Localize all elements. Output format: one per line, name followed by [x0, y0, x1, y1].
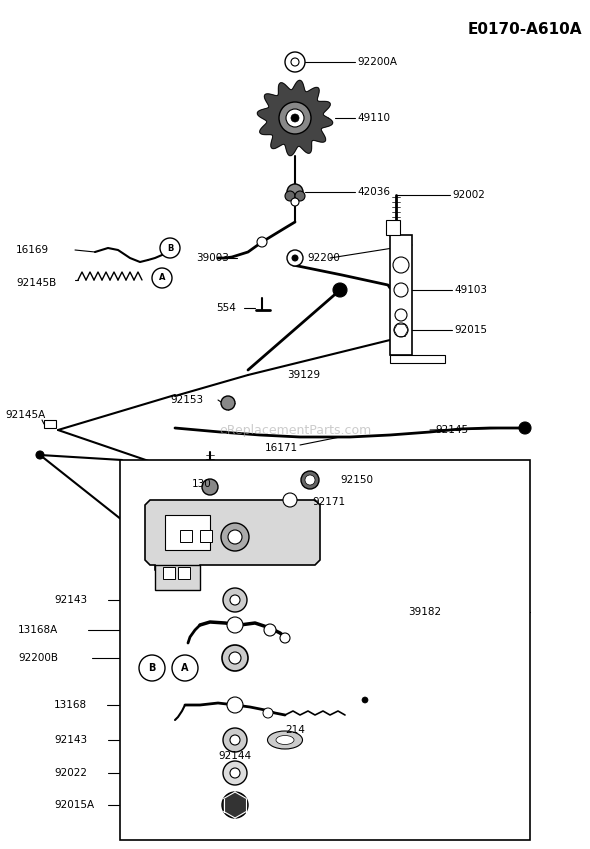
Text: B: B	[167, 244, 173, 252]
Circle shape	[227, 697, 243, 713]
Circle shape	[301, 471, 319, 489]
Circle shape	[285, 52, 305, 72]
Text: 92200A: 92200A	[357, 57, 397, 67]
Circle shape	[287, 250, 303, 266]
Text: 92145: 92145	[435, 425, 468, 435]
Text: 16171: 16171	[265, 443, 298, 453]
Circle shape	[292, 255, 298, 261]
Text: 92153: 92153	[170, 395, 203, 405]
Circle shape	[229, 652, 241, 664]
Text: 554: 554	[216, 303, 236, 313]
Circle shape	[280, 633, 290, 643]
Text: A: A	[159, 273, 165, 283]
Circle shape	[395, 309, 407, 321]
Circle shape	[283, 493, 297, 507]
Text: 49110: 49110	[357, 113, 390, 123]
Bar	[390, 235, 412, 355]
Circle shape	[362, 697, 368, 703]
Text: 92200: 92200	[307, 253, 340, 263]
Text: 13168A: 13168A	[18, 625, 58, 635]
Text: 92002: 92002	[452, 190, 485, 200]
Text: A: A	[181, 663, 189, 673]
Bar	[178, 567, 190, 579]
Text: 16169: 16169	[16, 245, 49, 255]
Circle shape	[305, 475, 315, 485]
Text: 13168: 13168	[54, 700, 87, 710]
Text: 42036: 42036	[357, 187, 390, 197]
Circle shape	[291, 114, 299, 122]
Circle shape	[291, 58, 299, 66]
Polygon shape	[257, 81, 333, 155]
Ellipse shape	[276, 735, 294, 745]
Text: 92015A: 92015A	[54, 800, 94, 810]
Circle shape	[221, 396, 235, 410]
Text: 92143: 92143	[54, 735, 87, 745]
Polygon shape	[145, 500, 320, 575]
Circle shape	[279, 102, 311, 134]
Circle shape	[285, 191, 295, 201]
Circle shape	[333, 283, 347, 297]
Text: 39182: 39182	[408, 607, 441, 617]
Text: 92145B: 92145B	[16, 278, 56, 288]
Text: 214: 214	[285, 725, 305, 735]
Text: 92015: 92015	[454, 325, 487, 335]
Circle shape	[221, 523, 249, 551]
Bar	[180, 530, 192, 542]
Text: 92143: 92143	[54, 595, 87, 605]
Text: 92022: 92022	[54, 768, 87, 778]
Text: 92144: 92144	[218, 751, 251, 761]
Circle shape	[230, 735, 240, 745]
Circle shape	[393, 257, 409, 273]
Text: B: B	[148, 663, 156, 673]
Circle shape	[223, 761, 247, 785]
Circle shape	[264, 624, 276, 636]
Bar	[390, 355, 445, 363]
Bar	[163, 567, 175, 579]
Bar	[165, 515, 210, 550]
Text: 92145A: 92145A	[5, 410, 45, 420]
Circle shape	[223, 588, 247, 612]
Circle shape	[394, 283, 408, 297]
Circle shape	[36, 451, 44, 459]
Bar	[386, 220, 400, 235]
Text: 92150: 92150	[340, 475, 373, 485]
Circle shape	[228, 530, 242, 544]
Text: 39129: 39129	[287, 370, 320, 380]
Ellipse shape	[267, 731, 303, 749]
Circle shape	[230, 768, 240, 778]
Circle shape	[286, 109, 304, 127]
Circle shape	[263, 708, 273, 718]
Text: 49103: 49103	[454, 285, 487, 295]
Circle shape	[227, 617, 243, 633]
Circle shape	[295, 191, 305, 201]
Circle shape	[230, 595, 240, 605]
Text: 92171: 92171	[312, 497, 345, 507]
Circle shape	[394, 323, 408, 337]
Circle shape	[202, 479, 218, 495]
Circle shape	[139, 655, 165, 681]
Circle shape	[160, 238, 180, 258]
Circle shape	[152, 268, 172, 288]
Bar	[120, 460, 530, 840]
Circle shape	[172, 655, 198, 681]
Circle shape	[257, 237, 267, 247]
Circle shape	[223, 728, 247, 752]
Circle shape	[287, 184, 303, 200]
Text: 39003: 39003	[196, 253, 229, 263]
Circle shape	[222, 792, 248, 818]
Text: eReplacementParts.com: eReplacementParts.com	[219, 424, 371, 436]
Circle shape	[519, 422, 531, 434]
Text: E0170-A610A: E0170-A610A	[467, 22, 582, 37]
Polygon shape	[155, 565, 200, 590]
Text: 130: 130	[192, 479, 212, 489]
Circle shape	[222, 645, 248, 671]
Circle shape	[291, 198, 299, 206]
Text: 92200B: 92200B	[18, 653, 58, 663]
Bar	[44, 420, 56, 428]
Bar	[200, 530, 212, 542]
